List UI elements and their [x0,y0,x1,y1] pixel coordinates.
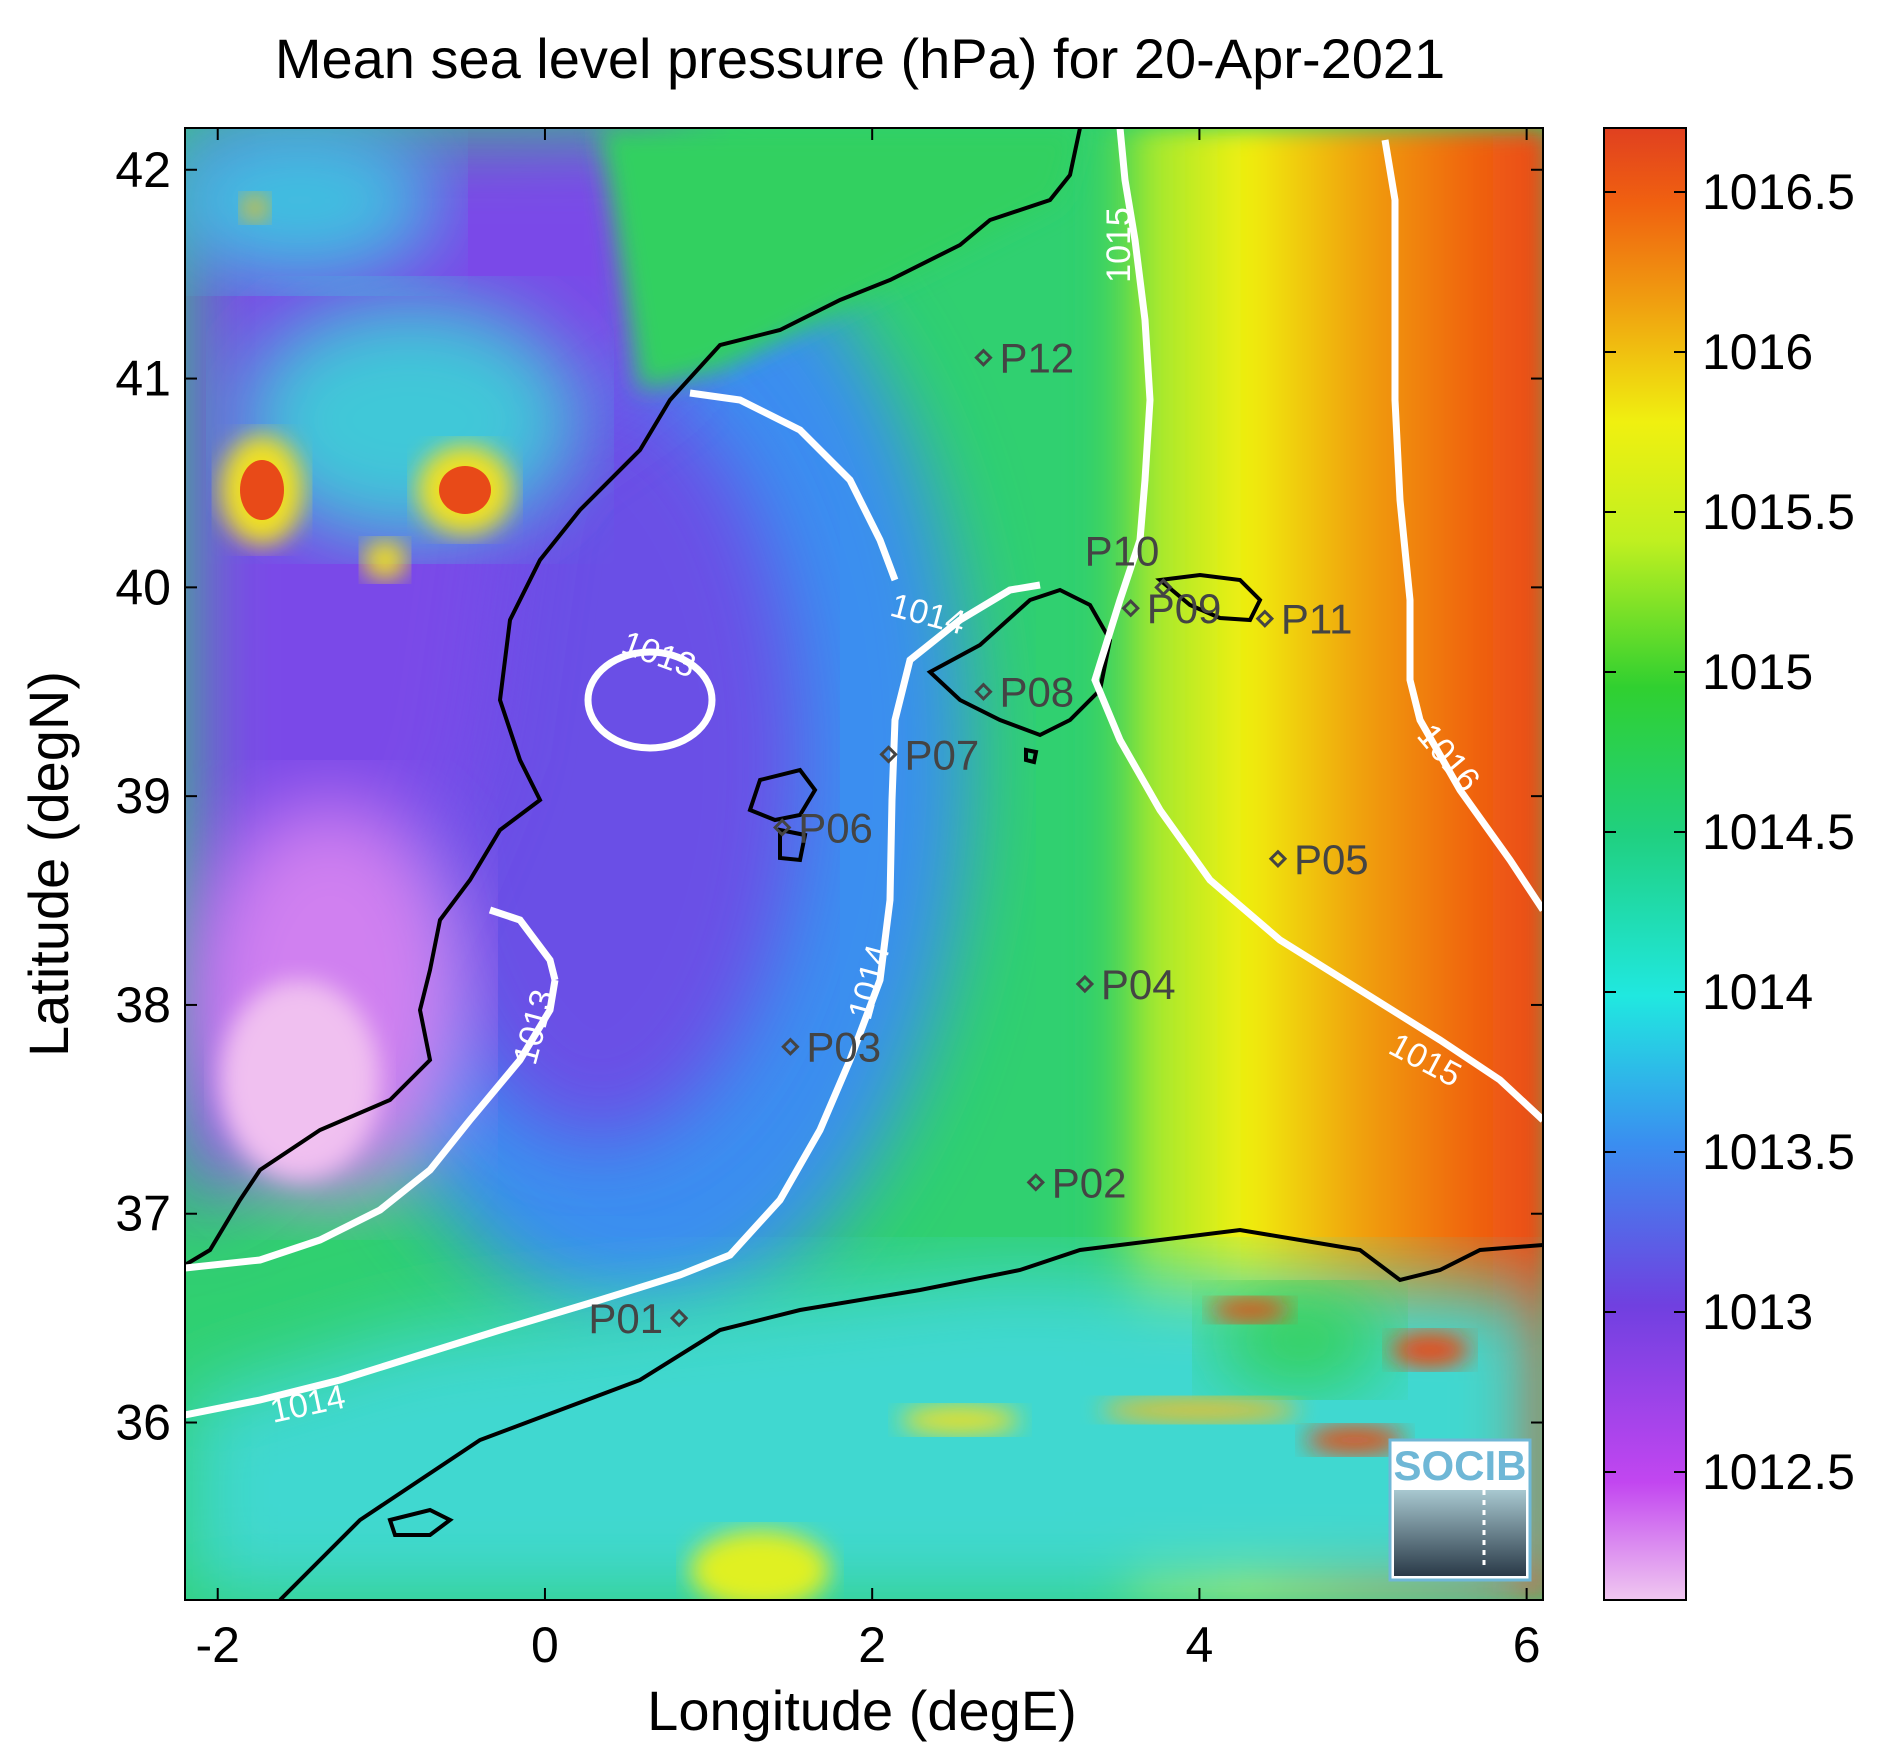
station-marker [1121,599,1140,618]
colorbar-ramp [1603,127,1687,1601]
station-p01: P01 [588,1295,689,1342]
station-p03: P03 [781,1024,881,1071]
station-marker [773,818,792,837]
station-label: P09 [1147,585,1222,632]
station-label: P02 [1052,1159,1127,1206]
station-marker [974,682,993,701]
station-label: P01 [588,1295,663,1342]
contour-label: 1015 [1100,207,1138,283]
station-p10: P10 [1085,527,1173,597]
x-tick-label: 4 [1186,1617,1214,1673]
station-marker [1075,974,1095,994]
socib-logo-text: SOCIB [1393,1442,1526,1489]
station-marker [669,1308,689,1328]
station-p09: P09 [1121,585,1222,632]
station-label: P04 [1101,961,1176,1008]
y-tick-label: 42 [115,142,171,198]
colorbar-tick-label: 1012.5 [1702,1444,1855,1500]
x-tick-label: -2 [195,1617,239,1673]
colorbar-tick-label: 1015.5 [1702,484,1855,540]
station-label: P07 [905,731,980,778]
station-marker [1154,578,1173,597]
colorbar-tick-label: 1016.5 [1702,164,1855,220]
colorbar-tick-label: 1016 [1702,324,1813,380]
x-tick-label: 6 [1513,1617,1541,1673]
station-marker [781,1037,800,1056]
colorbar-tick-label: 1013.5 [1702,1124,1855,1180]
y-tick-label: 40 [115,559,171,615]
y-tick-label: 39 [115,768,171,824]
station-label: P12 [999,335,1074,382]
station-marker [879,745,898,764]
x-tick-label: 0 [531,1617,559,1673]
pressure-field [185,128,1543,1600]
station-label: P10 [1085,527,1160,574]
station-label: P11 [1281,596,1353,643]
colorbar-tick-label: 1014 [1702,964,1813,1020]
station-p05: P05 [1268,836,1369,883]
y-tick-label: 38 [115,977,171,1033]
station-p12: P12 [974,335,1074,382]
station-label: P06 [798,804,873,851]
chart-title: Mean sea level pressure (hPa) for 20-Apr… [275,27,1445,90]
station-p11: P11 [1255,596,1353,643]
station-p06: P06 [773,804,873,851]
coastlines [185,128,1543,1600]
colorbar: 1012.5 1013 1013.5 1014 1014.5 1015 1015.5 1016… [1603,127,1855,1601]
station-marker [1026,1173,1045,1192]
station-p08: P08 [974,669,1074,716]
x-axis: -2 0 2 4 6 [195,128,1541,1673]
plot-frame [184,127,1544,1601]
station-label: P08 [999,669,1074,716]
station-p07: P07 [879,731,980,778]
y-tick-label: 41 [115,351,171,407]
station-marker [1255,609,1275,628]
stations: P01 P02 P03 P04 P05 P06 P07 P08 P09 P10 P11 P12 [588,335,1368,1342]
x-tick-label: 2 [858,1617,886,1673]
y-tick-label: 37 [115,1186,171,1242]
station-marker [1268,849,1288,868]
y-tick-label: 36 [115,1395,171,1451]
colorbar-tick-label: 1015 [1702,644,1813,700]
contour-lines [185,128,1543,1419]
station-p04: P04 [1075,961,1176,1008]
station-label: P03 [806,1024,881,1071]
socib-logo: SOCIB [1388,1438,1532,1582]
y-axis-label: Latitude (degN) [17,671,80,1057]
colorbar-tick-label: 1014.5 [1702,804,1855,860]
station-marker [974,348,993,367]
x-axis-label: Longitude (degE) [647,1679,1077,1742]
colorbar-tick-label: 1013 [1702,1284,1813,1340]
y-axis: 36 37 38 39 40 41 42 [115,142,1543,1451]
station-label: P05 [1294,836,1369,883]
station-p02: P02 [1026,1159,1127,1206]
